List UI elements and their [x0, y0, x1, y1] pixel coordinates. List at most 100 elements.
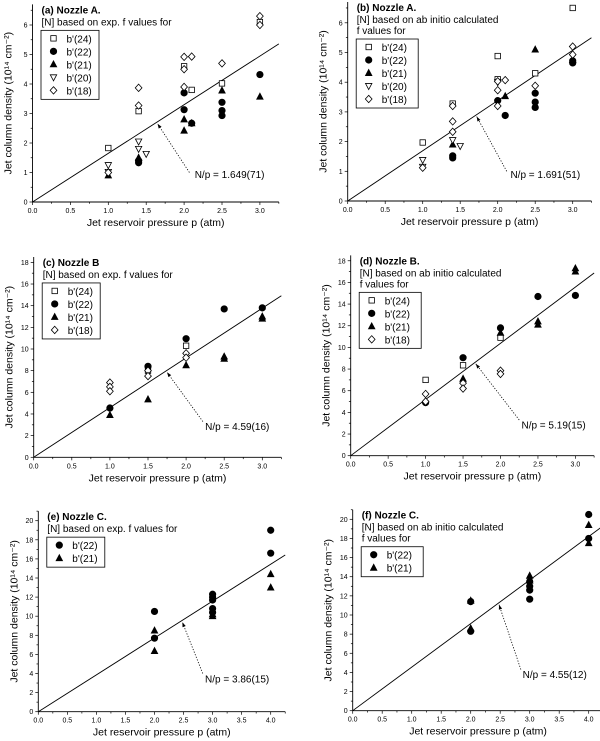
x-tick-label: 0.5 — [67, 463, 77, 470]
data-point — [218, 98, 226, 106]
y-tick-label: 5 — [24, 52, 28, 59]
legend-entry: b'(22) — [68, 300, 93, 311]
fit-line — [352, 527, 600, 712]
y-tick-label: 14 — [21, 303, 29, 310]
data-point — [448, 137, 457, 145]
y-tick-label: 16 — [338, 280, 346, 287]
panel-c: 0.0 0.5 1.0 1.5 2.0 2.5 3.0 0 2 4 6 8 10 12 14 16 18 Jet … — [4, 256, 282, 484]
data-point — [106, 410, 114, 419]
x-tick-label: 0.5 — [377, 717, 387, 724]
x-tick-label: 1.5 — [141, 208, 151, 215]
panel-title: (f) Nozzle C. — [362, 511, 419, 522]
y-axis-label: Jet column density (10¹⁴ cm⁻²) — [321, 284, 333, 427]
data-point — [448, 101, 457, 111]
data-point — [526, 586, 534, 594]
legend-entry: b'(22) — [72, 541, 97, 552]
y-tick-label: 18 — [340, 536, 348, 543]
data-point — [218, 86, 226, 94]
y-axis-label: Jet column density (10¹⁴ cm⁻²) — [4, 286, 16, 429]
y-tick-label: 8 — [29, 633, 33, 640]
legend-entry: b'(24) — [385, 296, 410, 307]
y-tick-label: 20 — [26, 518, 34, 525]
panel-f: 0.0 0.5 1.0 1.5 2.0 2.5 3.0 3.5 4.0 0 2 4 6 8 10 12 14 16… — [323, 509, 600, 738]
legend-entry: b'(21) — [72, 554, 97, 565]
y-tick-label: 10 — [21, 347, 29, 354]
x-tick-label: 1.0 — [418, 207, 428, 214]
x-tick-label: 0.5 — [62, 718, 72, 725]
open-down-triangle-marker — [49, 74, 58, 82]
data-point — [534, 320, 542, 328]
fit-line — [350, 272, 595, 457]
panel-a: 0.0 0.5 1.0 1.5 2.0 2.5 3.0 0 1 2 3 4 5 6 Jet reservoi… — [3, 4, 280, 229]
y-tick-label: 20 — [340, 517, 348, 524]
series-open-diamond — [105, 349, 191, 396]
legend-entry: b'(18) — [68, 326, 93, 337]
x-tick-label: 4.0 — [584, 717, 594, 724]
y-tick-label: 6 — [344, 651, 348, 658]
data-point — [569, 4, 576, 12]
x-tick-label: 3.0 — [208, 718, 218, 725]
open-square-marker — [365, 43, 372, 51]
legend-entry: b'(24) — [67, 34, 92, 45]
open-square-marker — [50, 35, 57, 42]
y-tick-label: 16 — [26, 556, 34, 563]
filled-circle-marker — [49, 47, 58, 55]
data-point — [571, 291, 580, 300]
panel-title: (e) Nozzle C. — [47, 512, 107, 523]
panel-subtitle: f values for — [362, 534, 412, 545]
legend: b'(24) b'(22) b'(21) b'(20) b'(18) — [355, 38, 419, 109]
y-tick-label: 6 — [342, 388, 346, 395]
y-axis-label: Jet column density (10¹⁴ cm⁻²) — [8, 540, 20, 683]
fit-annotation: N/p = 4.55(12) — [523, 670, 587, 681]
legend-entry: b'(21) — [387, 564, 412, 575]
data-point — [182, 360, 190, 369]
series-filled-circle — [421, 291, 580, 407]
series-filled-triangle — [448, 45, 577, 148]
y-tick-label: 12 — [340, 593, 348, 600]
y-tick-label: 4 — [342, 410, 346, 417]
y-tick-label: 0 — [339, 199, 343, 206]
data-point — [258, 304, 266, 312]
data-point — [421, 397, 430, 406]
data-point — [218, 80, 226, 87]
series-filled-triangle — [466, 520, 593, 632]
y-tick-label: 12 — [338, 323, 346, 330]
y-tick-label: 2 — [344, 689, 348, 696]
data-point — [421, 389, 430, 399]
open-square-marker — [368, 297, 375, 304]
legend-entry: b'(22) — [387, 551, 412, 562]
data-point — [448, 117, 457, 126]
y-tick-label: 12 — [21, 325, 29, 332]
data-point — [493, 85, 502, 95]
y-tick-label: 4 — [29, 671, 33, 678]
y-tick-label: 8 — [25, 368, 29, 375]
data-point — [256, 92, 264, 100]
data-point — [466, 596, 475, 604]
data-point — [568, 42, 577, 51]
legend-entry: b'(18) — [385, 335, 410, 346]
open-diamond-marker — [367, 335, 376, 344]
series-filled-circle — [150, 526, 275, 642]
data-point — [418, 163, 427, 173]
data-point — [418, 157, 427, 165]
data-point — [466, 624, 475, 632]
y-tick-label: 8 — [342, 367, 346, 374]
data-point — [255, 20, 264, 30]
x-tick-label: 2.0 — [150, 718, 160, 725]
data-point — [525, 576, 534, 584]
x-tick-label: 3.5 — [554, 717, 564, 724]
data-point — [531, 45, 540, 53]
panel-title: (d) Nozzle B. — [360, 256, 420, 267]
panel-title: (a) Nozzle A. — [42, 5, 101, 16]
x-tick-label: 1.5 — [458, 462, 468, 469]
x-tick-label: 2.5 — [217, 208, 227, 215]
annotation-arrow — [498, 604, 522, 670]
filled-triangle-marker — [55, 553, 64, 562]
x-tick-label: 0.0 — [29, 463, 39, 470]
data-point — [584, 538, 593, 547]
data-point — [182, 353, 191, 362]
x-tick-label: 0.5 — [380, 207, 390, 214]
x-axis-label: Jet reservoir pressure p (atm) — [409, 726, 547, 738]
series-open-diamond — [418, 42, 577, 173]
y-tick-label: 14 — [338, 302, 346, 309]
